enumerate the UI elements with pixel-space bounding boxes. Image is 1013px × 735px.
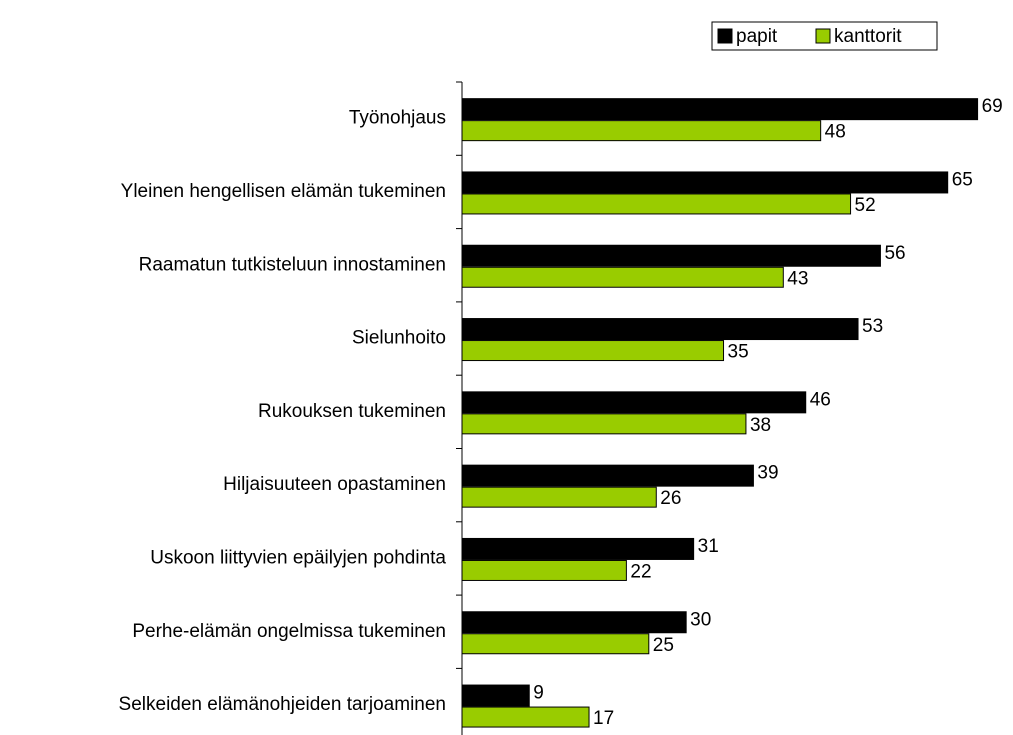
data-label: 69 [982,96,1003,117]
bar [461,171,949,194]
bar [461,340,725,362]
bar [461,611,687,634]
category-label: Uskoon liittyvien epäilyjen pohdinta [150,547,446,568]
category-label: Selkeiden elämänohjeiden tarjoaminen [119,694,446,715]
data-label: 31 [698,536,719,557]
bar [461,120,822,142]
category-label: Työnohjaus [349,108,446,129]
category-label: Raamatun tutkisteluun innostaminen [139,254,446,275]
bar [461,318,859,341]
bar [461,633,650,655]
data-label: 48 [825,122,846,143]
legend-swatch [717,28,733,44]
category-label: Perhe-elämän ongelmissa tukeminen [132,621,446,642]
category-label: Hiljaisuuteen opastaminen [223,474,446,495]
category-label: Sielunhoito [352,328,446,349]
data-label: 9 [533,683,544,704]
data-label: 46 [810,389,831,410]
data-label: 17 [593,708,614,729]
data-label: 39 [757,463,778,484]
bar [461,706,590,728]
bar [461,537,695,560]
bar [461,193,852,215]
bar [461,684,530,707]
legend-label: kanttorit [834,26,902,47]
data-label: 56 [884,243,905,264]
data-label: 25 [653,635,674,656]
bar [461,486,657,508]
data-label: 65 [952,169,973,190]
category-label: Yleinen hengellisen elämän tukeminen [121,181,446,202]
category-label: Rukouksen tukeminen [258,401,446,422]
bar [461,464,754,487]
bar [461,266,784,288]
data-label: 22 [630,561,651,582]
data-label: 35 [728,342,749,363]
data-label: 43 [787,268,808,289]
legend-label: papit [736,26,778,47]
data-label: 53 [862,316,883,337]
data-label: 26 [660,488,681,509]
data-label: 52 [855,195,876,216]
bar [461,413,747,435]
legend-swatch [815,28,831,44]
bar [461,98,979,121]
bar [461,559,627,581]
bar [461,244,881,267]
data-label: 30 [690,609,711,630]
data-label: 38 [750,415,771,436]
bar [461,391,807,414]
